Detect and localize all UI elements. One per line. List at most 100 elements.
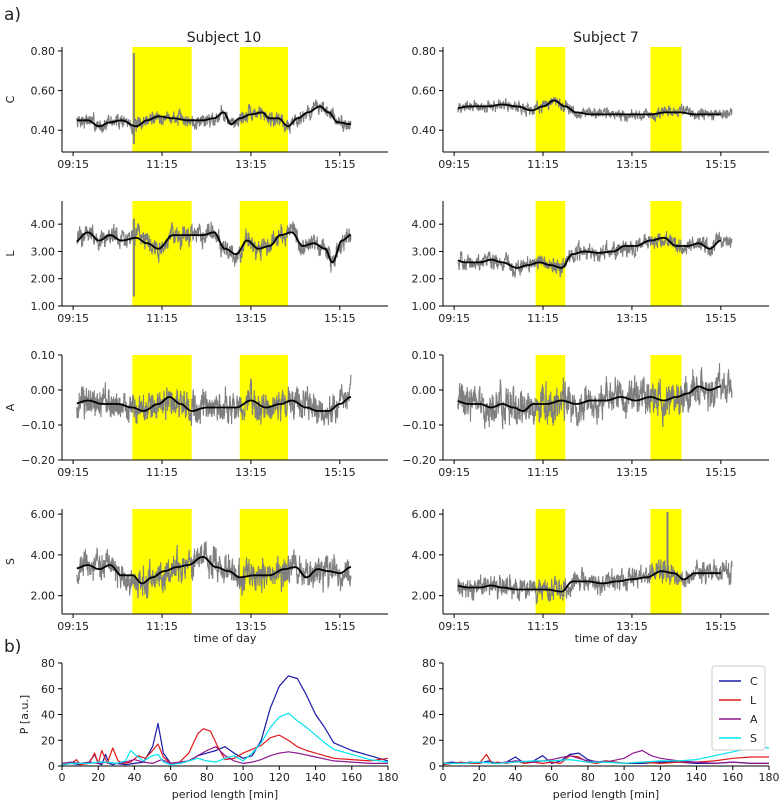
x-tick-label: 15:15 xyxy=(324,466,356,479)
x-tick-label: 100 xyxy=(614,771,635,784)
series-line-L xyxy=(61,728,389,766)
x-tick-label: 13:15 xyxy=(616,620,648,633)
x-tick-label: 13:15 xyxy=(235,312,267,325)
y-tick-label: 60 xyxy=(41,683,55,696)
x-tick-label: 11:15 xyxy=(527,620,559,633)
x-tick-label: 180 xyxy=(759,771,780,784)
legend-label-C: C xyxy=(750,675,758,688)
x-tick-label: 60 xyxy=(164,771,178,784)
panel-C-subject-7: 0.40 0.60 0.80 09:15 11:15 13:15 15:15 xyxy=(412,45,769,171)
x-tick-label: 160 xyxy=(722,771,743,784)
y-tick-label: 1.00 xyxy=(31,300,56,313)
x-tick-label: 09:15 xyxy=(438,620,470,633)
x-tick-label: 40 xyxy=(127,771,141,784)
y-tick-label: 0.10 xyxy=(31,349,56,362)
smoothed-trend-line xyxy=(76,231,352,264)
subject-title-right: Subject 7 xyxy=(573,30,639,46)
y-tick-label: −0.10 xyxy=(402,419,436,432)
x-tick-label: 09:15 xyxy=(57,620,89,633)
panel-A-subject-10: −0.20 −0.10 0.00 0.10 09:15 11:15 13:15 15:15 A xyxy=(4,349,388,479)
x-axis-label: time of day xyxy=(194,632,257,645)
y-tick-label: 0 xyxy=(429,760,436,773)
y-tick-label: 0.00 xyxy=(412,384,437,397)
y-tick-label: 80 xyxy=(41,657,55,670)
x-tick-label: 09:15 xyxy=(57,312,89,325)
highlight-interval xyxy=(132,509,192,614)
x-tick-label: 11:15 xyxy=(527,312,559,325)
panel-S-subject-7: 2.00 4.00 6.00 09:15 11:15 13:15 15:15 time of … xyxy=(412,508,769,645)
y-axis-label: S xyxy=(4,558,17,565)
x-tick-label: 15:15 xyxy=(705,312,737,325)
raw-signal-line xyxy=(457,97,733,122)
y-tick-label: 80 xyxy=(422,657,436,670)
panel-L-subject-10: 1.00 2.00 3.00 4.00 09:15 11:15 13:15 15:15 L xyxy=(4,201,388,325)
x-tick-label: 40 xyxy=(508,771,522,784)
series-line-L xyxy=(442,753,769,766)
x-tick-label: 11:15 xyxy=(146,620,178,633)
x-tick-label: 13:15 xyxy=(616,158,648,171)
time-series-panels: 0.40 0.60 0.80 09:15 11:15 13:15 15:15 C 1.00 2.0… xyxy=(4,45,769,645)
y-axis-label: L xyxy=(4,250,17,257)
raw-signal-line xyxy=(457,231,733,279)
y-tick-label: 6.00 xyxy=(31,508,56,521)
x-tick-label: 15:15 xyxy=(324,158,356,171)
smoothed-trend-line xyxy=(457,236,721,269)
y-tick-label: 20 xyxy=(422,734,436,747)
x-tick-label: 80 xyxy=(200,771,214,784)
smoothed-trend-line xyxy=(76,396,352,412)
x-tick-label: 09:15 xyxy=(57,466,89,479)
x-tick-label: 09:15 xyxy=(438,312,470,325)
y-tick-label: 2.00 xyxy=(31,273,56,286)
x-tick-label: 09:15 xyxy=(438,158,470,171)
x-tick-label: 11:15 xyxy=(527,158,559,171)
y-axis-label: A xyxy=(4,403,17,411)
x-tick-label: 120 xyxy=(269,771,290,784)
highlight-interval xyxy=(650,201,682,306)
x-tick-label: 13:15 xyxy=(616,312,648,325)
y-tick-label: 0.40 xyxy=(31,124,56,137)
x-tick-label: 20 xyxy=(472,771,486,784)
y-tick-label: 4.00 xyxy=(31,549,56,562)
panel-L-subject-7: 1.00 2.00 3.00 4.00 09:15 11:15 13:15 15:15 xyxy=(412,201,769,325)
y-tick-label: −0.10 xyxy=(21,419,55,432)
y-tick-label: 40 xyxy=(41,709,55,722)
panel-A-subject-7: −0.20 −0.10 0.00 0.10 09:15 11:15 13:15 15:15 xyxy=(402,349,769,479)
x-tick-label: 20 xyxy=(91,771,105,784)
smoothed-trend-line xyxy=(457,570,721,593)
smoothed-trend-line xyxy=(76,555,352,585)
x-tick-label: 11:15 xyxy=(527,466,559,479)
x-tick-label: 15:15 xyxy=(705,620,737,633)
y-tick-label: 4.00 xyxy=(412,218,437,231)
y-tick-label: 4.00 xyxy=(412,549,437,562)
raw-signal-line xyxy=(76,221,352,273)
raw-signal-line xyxy=(76,541,352,599)
legend-label-L: L xyxy=(750,694,757,707)
y-tick-label: −0.20 xyxy=(402,454,436,467)
series-line-S xyxy=(61,712,389,766)
periodogram-subject-7: 0 20 40 60 80 0 20 40 60 80 100 120 140 160 180 period … xyxy=(422,657,780,801)
highlight-interval xyxy=(239,47,288,152)
highlight-interval xyxy=(239,509,288,614)
x-tick-label: 15:15 xyxy=(705,466,737,479)
y-tick-label: 2.00 xyxy=(412,273,437,286)
x-tick-label: 180 xyxy=(378,771,399,784)
series-line-A xyxy=(61,746,388,764)
series-line-S xyxy=(443,746,770,764)
x-axis-label: period length [min] xyxy=(553,788,659,801)
smoothed-trend-line xyxy=(457,385,721,412)
x-tick-label: 140 xyxy=(305,771,326,784)
x-tick-label: 160 xyxy=(341,771,362,784)
x-axis-label: time of day xyxy=(575,632,638,645)
smoothed-trend-line xyxy=(457,99,721,116)
y-tick-label: 0.80 xyxy=(412,45,437,58)
raw-signal-line xyxy=(457,363,733,430)
y-tick-label: 3.00 xyxy=(412,245,437,258)
x-tick-label: 60 xyxy=(545,771,559,784)
x-tick-label: 0 xyxy=(59,771,66,784)
highlight-interval xyxy=(535,201,566,306)
x-tick-label: 120 xyxy=(650,771,671,784)
x-tick-label: 09:15 xyxy=(57,158,89,171)
panel-label-b: b) xyxy=(4,637,21,657)
